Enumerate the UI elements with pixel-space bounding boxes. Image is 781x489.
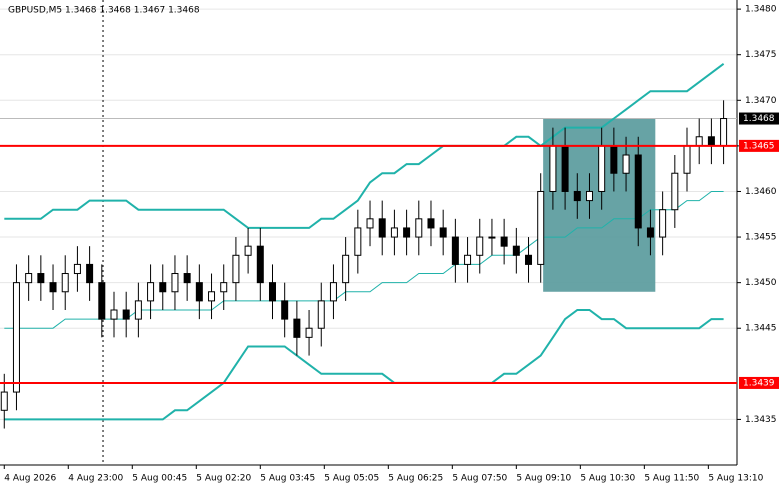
level-label: 1.3439 [743,378,775,388]
candle-body [281,300,289,320]
candle-body [500,236,508,247]
candle-body [695,136,703,147]
candle-body [610,145,618,174]
candle-body [634,154,642,229]
candle-body [488,236,496,239]
candle-body [61,273,69,293]
candle-body [720,118,728,147]
candle-body [12,282,20,393]
candle-body [183,273,191,284]
candle-body [622,154,630,174]
y-tick-label: 1.3470 [745,96,777,106]
candle-body [0,391,8,411]
candle-body [342,254,350,284]
y-tick-label: 1.3455 [745,233,777,243]
candle-body [25,273,33,284]
candle-body [366,218,374,229]
candle-body [293,318,301,338]
candle-body [451,236,459,265]
x-tick-label: 5 Aug 06:25 [388,474,443,484]
x-tick-label: 4 Aug 2026 [4,474,56,484]
y-tick-label: 1.3435 [745,415,777,425]
candle-body [659,209,667,238]
candle-body [427,218,435,229]
y-tick-label: 1.3480 [745,5,777,15]
x-tick-label: 5 Aug 07:50 [452,474,507,484]
candle-body [439,227,447,238]
candle-body [476,236,484,256]
candle-body [159,282,167,293]
level-label-box [739,139,779,152]
band-line [4,309,724,421]
candle-body [49,282,57,293]
x-tick-label: 5 Aug 00:45 [132,474,187,484]
y-tick-label: 1.3445 [745,324,777,334]
candle-body [232,254,240,284]
candle-body [122,309,130,320]
candle-body [390,227,398,238]
candle-body [268,282,276,302]
candle-body [464,254,472,265]
candle-body [244,245,252,256]
band-line [4,62,725,229]
candle-body [220,282,228,293]
candle-body [598,145,606,192]
candle-body [549,145,557,192]
candle-body [208,291,216,302]
price-label-box [739,112,779,125]
candle-body [561,145,569,192]
candle-body [573,190,581,202]
candle-body [378,218,386,238]
candle-body [329,282,337,302]
candle-body [317,300,325,329]
x-tick-label: 4 Aug 23:00 [68,474,123,484]
y-tick-label: 1.3460 [745,187,777,197]
candle-body [134,300,142,320]
candle-body [585,190,593,202]
candle-body [671,172,679,211]
candle-body [73,263,81,275]
y-tick-label: 1.3475 [745,50,777,60]
candle-body [707,136,715,147]
candle-body [86,263,94,284]
candle-body [98,282,106,320]
x-tick-label: 5 Aug 03:45 [260,474,315,484]
x-tick-label: 5 Aug 11:50 [644,474,699,484]
candle-body [415,218,423,238]
candle-body [305,327,313,338]
candle-body [403,227,411,238]
x-tick-label: 5 Aug 10:30 [580,474,635,484]
chart-title: GBPUSD,M5 1.3468 1.3468 1.3467 1.3468 [8,6,200,16]
y-tick-label: 1.3450 [745,278,777,288]
candle-body [195,282,203,302]
x-tick-label: 5 Aug 13:10 [708,474,763,484]
level-label: 1.3465 [743,141,775,151]
candle-body [37,273,45,284]
candle-body [171,273,179,293]
candle-body [683,145,691,174]
candle-body [537,190,545,265]
candle-body [646,227,654,238]
x-tick-label: 5 Aug 05:05 [324,474,379,484]
level-label-box [739,376,779,389]
candle-body [256,245,264,284]
candle-body [110,309,118,320]
candle-body [525,254,533,265]
candle-body [147,282,155,302]
candle-body [512,245,520,256]
x-tick-label: 5 Aug 09:10 [516,474,571,484]
x-tick-label: 5 Aug 02:20 [196,474,251,484]
price-label: 1.3468 [743,114,775,124]
candle-body [354,227,362,256]
